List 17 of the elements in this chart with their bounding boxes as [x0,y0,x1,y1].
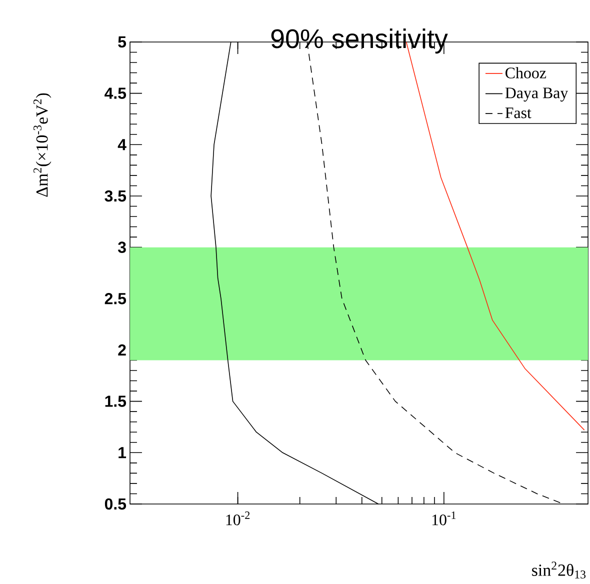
y-tick-label: 3.5 [104,190,126,202]
y-tick-label: 4.5 [104,88,126,99]
x-axis-title: sin$^{2}$2θ$_{13}$ [532,562,586,578]
y-tick-label: 5 [118,36,126,48]
y-tick-label: 4 [118,139,126,150]
x-tick-label: 10$^{-2}$ [226,512,250,526]
y-tick-label: 0.5 [104,498,126,510]
y-tick-label: 3 [118,242,126,253]
y-tick-label: 1 [118,447,126,458]
y-tick-label: 2 [118,344,126,356]
legend-label: Chooz [506,67,546,78]
legend-label: Fast [505,108,532,118]
y-tick-label: 2.5 [104,293,126,304]
y-tick-label: 1.5 [105,396,126,407]
y-axis-title: Δm$^{2}$(×10$^{-3}$eV$^{2}$) [34,93,52,197]
legend-label: Daya Bay [505,88,568,102]
x-tick-label: 10$^{-1}$ [432,512,456,526]
